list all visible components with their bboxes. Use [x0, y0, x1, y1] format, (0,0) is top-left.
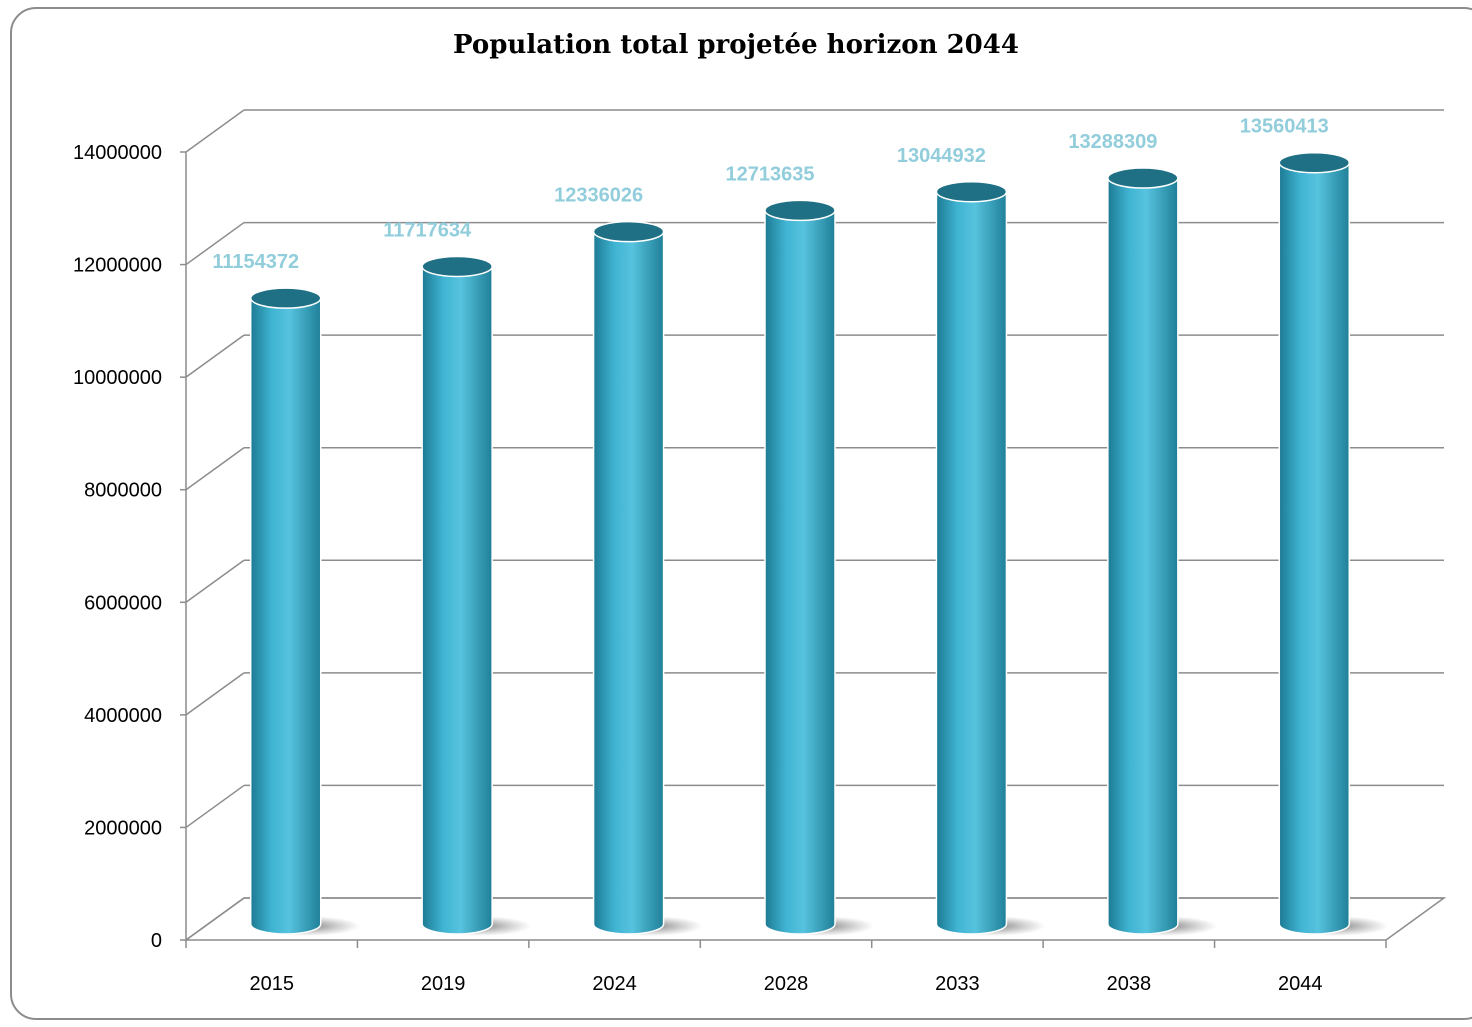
x-tick-label: 2024 [592, 973, 637, 995]
x-tick-label: 2033 [935, 973, 980, 995]
bar-body [592, 230, 665, 935]
bar-top [592, 220, 665, 243]
gridline-depth [185, 672, 245, 716]
x-tick-label: 2038 [1107, 973, 1152, 995]
y-tick-label: 4000000 [84, 705, 162, 727]
data-label: 12713635 [726, 163, 815, 185]
gridline-depth [185, 221, 245, 266]
gridline-depth [185, 334, 245, 378]
gridline-depth [185, 784, 245, 829]
chart-title: Population total projetée horizon 2044 [453, 30, 1019, 60]
bar-body [1278, 161, 1351, 935]
floor [183, 897, 1447, 941]
data-label: 13044932 [897, 145, 986, 167]
y-tick-label: 14000000 [73, 142, 162, 164]
chart-frame [10, 7, 1472, 1020]
y-tick-label: 12000000 [73, 255, 162, 277]
bar-2028 [764, 199, 874, 936]
gridline-depth [185, 109, 245, 153]
bar-top [249, 287, 322, 309]
bar-top [1278, 151, 1351, 174]
bar-body [764, 209, 836, 935]
gridline-depth [185, 559, 245, 603]
bar-2015 [249, 287, 360, 936]
bar-top [764, 199, 836, 222]
bar-body [421, 265, 493, 935]
y-tick-label: 6000000 [84, 592, 162, 614]
data-label: 12336026 [554, 185, 643, 207]
axis-layer: 0 2000000 4000000 6000000 8000000 10000000 120… [73, 142, 1447, 995]
y-tick-label: 10000000 [73, 367, 162, 389]
y-tick-label: 2000000 [84, 817, 162, 839]
x-tick-label: 2019 [421, 973, 466, 995]
data-label: 13288309 [1068, 131, 1157, 153]
bar-2044 [1278, 151, 1389, 936]
bar-body [1107, 177, 1179, 935]
bar-body [935, 191, 1008, 935]
data-label: 13560413 [1240, 116, 1329, 138]
bar-2033 [935, 181, 1046, 936]
y-tick-label: 0 [151, 930, 162, 952]
data-label: 11154372 [212, 251, 299, 273]
x-tick-label: 2044 [1278, 973, 1323, 995]
bar-top [421, 255, 493, 278]
bar-top [1107, 167, 1179, 189]
bar-2019 [421, 255, 532, 936]
x-tick-label: 2015 [249, 973, 294, 995]
bar-top [935, 181, 1008, 203]
bar-body [249, 297, 322, 935]
bar-2038 [1107, 167, 1217, 936]
bars-layer [249, 151, 1389, 936]
y-tick-label: 8000000 [84, 480, 162, 502]
bar-2024 [592, 220, 703, 936]
gridline-depth [185, 447, 245, 491]
x-tick-label: 2028 [764, 973, 809, 995]
data-label: 11717634 [383, 219, 472, 241]
labels-layer: 11154372 11717634 12336026 12713635 13044932… [212, 116, 1328, 273]
